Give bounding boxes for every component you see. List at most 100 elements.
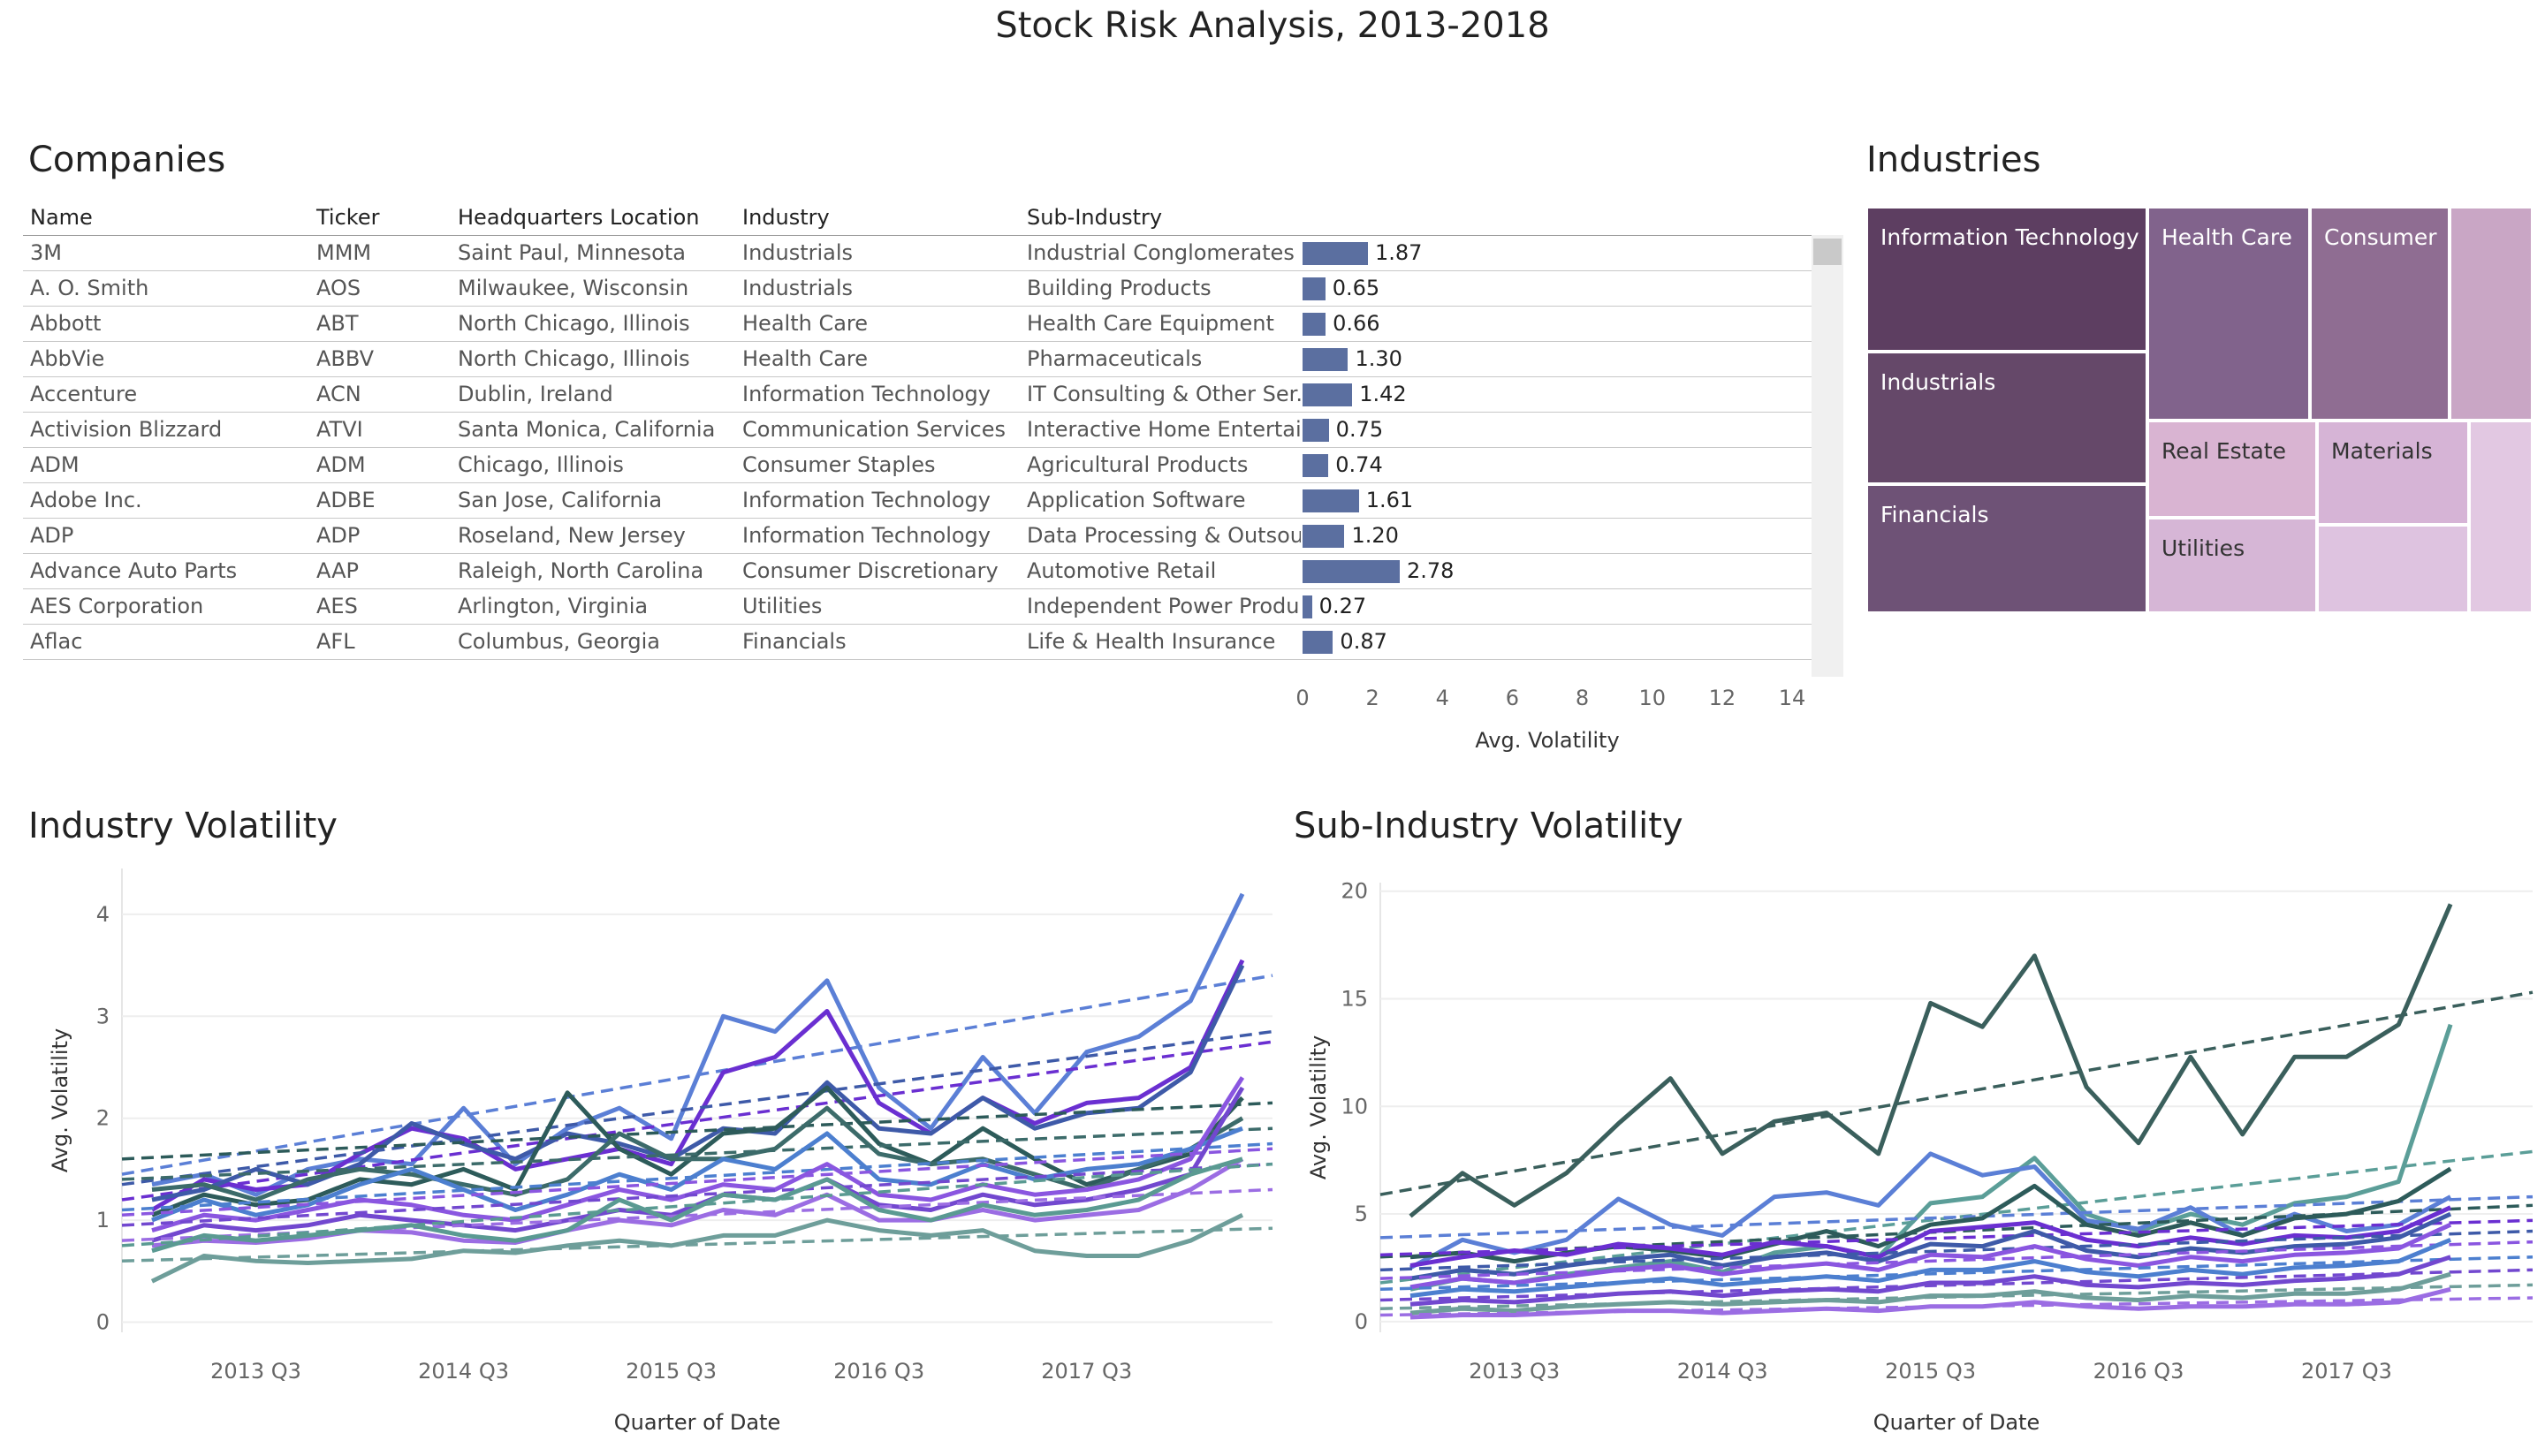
trend-line[interactable] [121,1187,1273,1242]
industries-treemap: Information Technology Industrials Finan… [1866,207,2533,613]
trend-line[interactable] [121,1141,1273,1212]
trend-line[interactable] [1379,1268,2534,1302]
table-row[interactable]: ADM ADM Chicago, Illinois Consumer Staples A… [23,447,1812,483]
trend-line[interactable] [1379,1218,2534,1257]
volatility-bar[interactable] [1303,348,1348,371]
volatility-bar[interactable] [1303,525,1345,548]
cell-sub: Automotive Retail [1027,558,1217,583]
volatility-bar[interactable] [1303,277,1326,300]
table-row[interactable]: Accenture ACN Dublin, Ireland Information T… [23,376,1812,413]
treemap-cell-unlabeled[interactable] [2450,207,2533,421]
table-row[interactable]: A. O. Smith AOS Milwaukee, Wisconsin Indust… [23,270,1812,307]
cell-sub: Life & Health Insurance [1027,629,1276,654]
treemap-cell-financials[interactable]: Financials [1866,484,2147,613]
volatility-value: 1.20 [1351,523,1399,548]
col-ticker[interactable]: Ticker [316,205,380,230]
table-row[interactable]: AbbVie ABBV North Chicago, Illinois Health … [23,341,1812,377]
volatility-bar[interactable] [1303,489,1359,512]
dashboard-title: Stock Risk Analysis, 2013-2018 [995,5,1550,46]
cell-name: AbbVie [30,346,105,371]
col-subindustry[interactable]: Sub-Industry [1027,205,1163,230]
series-line[interactable] [151,1156,1243,1254]
table-row[interactable]: Abbott ABT North Chicago, Illinois Health C… [23,306,1812,342]
cell-hq: Chicago, Illinois [458,452,624,477]
table-row[interactable]: Activision Blizzard ATVI Santa Monica, Cal… [23,412,1812,448]
series-line[interactable] [151,892,1245,1197]
series-line[interactable] [1409,1151,2452,1270]
trend-line[interactable] [1379,1296,2534,1317]
trend-line[interactable] [121,1101,1273,1161]
treemap-cell-industrials[interactable]: Industrials [1866,352,2147,484]
volatility-value: 1.42 [1359,382,1407,406]
treemap-cell-real-estate[interactable]: Real Estate [2147,421,2317,518]
treemap-cell-materials[interactable]: Materials [2317,421,2469,525]
cell-industry: Information Technology [742,523,991,548]
sub-industry-volatility-chart[interactable]: 0 5 10 15 20 2013 Q3 2014 Q3 2015 Q3 2016 Q3 2017… [1292,861,2538,1445]
y-axis-title: Avg. Volatility [1306,1035,1331,1179]
volatility-bar[interactable] [1303,595,1312,618]
trend-line[interactable] [121,1147,1273,1217]
col-hq[interactable]: Headquarters Location [458,205,700,230]
treemap-cell-consumer[interactable]: Consumer [2310,207,2450,421]
series-line[interactable] [151,1076,1245,1232]
volatility-bar[interactable] [1303,631,1333,654]
col-name[interactable]: Name [30,205,93,230]
volatility-bar[interactable] [1303,454,1329,477]
table-row[interactable]: Adobe Inc. ADBE San Jose, California Inform… [23,482,1812,519]
treemap-cell-health-care[interactable]: Health Care [2147,207,2310,421]
treemap-cell-unlabeled[interactable] [2469,421,2533,613]
volatility-bar[interactable] [1303,383,1353,406]
industry-volatility-chart[interactable]: 0 1 2 3 4 2013 Q3 2014 Q3 2015 Q3 2016 Q3 2017 Q3… [27,861,1281,1445]
volatility-value: 1.61 [1365,488,1414,512]
table-row[interactable]: ADP ADP Roseland, New Jersey Information Te… [23,518,1812,554]
col-industry[interactable]: Industry [742,205,830,230]
trend-line[interactable] [121,1226,1273,1263]
y-tick-label: 2 [96,1106,110,1131]
cell-hq: Arlington, Virginia [458,594,649,618]
table-row[interactable]: AES Corporation AES Arlington, Virginia Uti… [23,588,1812,625]
trend-line[interactable] [1379,1283,2534,1310]
volatility-bar[interactable] [1303,419,1329,442]
cell-ticker: ACN [316,382,361,406]
treemap-label: Consumer [2324,224,2437,250]
cell-ticker: AOS [316,276,361,300]
series-line[interactable] [1409,903,2453,1218]
series-line[interactable] [150,1213,1244,1284]
cell-hq: San Jose, California [458,488,663,512]
trend-line[interactable] [1379,1255,2534,1292]
series-line[interactable] [151,1105,1244,1202]
companies-table: Name Ticker Headquarters Location Indust… [23,203,1843,753]
trend-line[interactable] [1379,990,2534,1196]
treemap-cell-information-technology[interactable]: Information Technology [1866,207,2147,352]
trend-line[interactable] [121,974,1273,1176]
trend-line[interactable] [121,1029,1273,1187]
axis-tick-label: 14 [1779,686,1806,710]
table-row[interactable]: 3M MMM Saint Paul, Minnesota Industrials Ind… [23,235,1812,271]
series-line[interactable] [1409,1222,2452,1290]
trend-line[interactable] [1379,1240,2534,1280]
cell-name: Adobe Inc. [30,488,142,512]
trend-line[interactable] [1379,1229,2534,1272]
volatility-bar[interactable] [1303,313,1326,336]
cell-industry: Industrials [742,240,854,265]
cell-ticker: ABT [316,311,359,336]
table-body[interactable]: 3M MMM Saint Paul, Minnesota Industrials Ind… [23,235,1812,664]
trend-line[interactable] [121,1162,1273,1227]
table-scrollbar[interactable] [1812,235,1843,677]
volatility-bar[interactable] [1303,560,1400,583]
axis-tick-label: 12 [1709,686,1736,710]
table-row[interactable]: Aflac AFL Columbus, Georgia Financials Life … [23,624,1812,660]
series-line[interactable] [151,1086,1245,1243]
trend-line[interactable] [1379,1203,2534,1259]
trend-line[interactable] [121,1126,1273,1181]
series-line[interactable] [1409,1237,2452,1299]
volatility-bar[interactable] [1303,242,1368,265]
volatility-value: 0.87 [1340,629,1387,654]
scrollbar-thumb[interactable] [1813,239,1842,265]
trend-line[interactable] [1379,1194,2534,1240]
treemap-cell-unlabeled[interactable] [2317,525,2469,613]
trend-line[interactable] [121,1162,1273,1247]
series-line[interactable] [1409,1255,2451,1307]
table-row[interactable]: Advance Auto Parts AAP Raleigh, North Caro… [23,553,1812,589]
treemap-cell-utilities[interactable]: Utilities [2147,518,2317,613]
